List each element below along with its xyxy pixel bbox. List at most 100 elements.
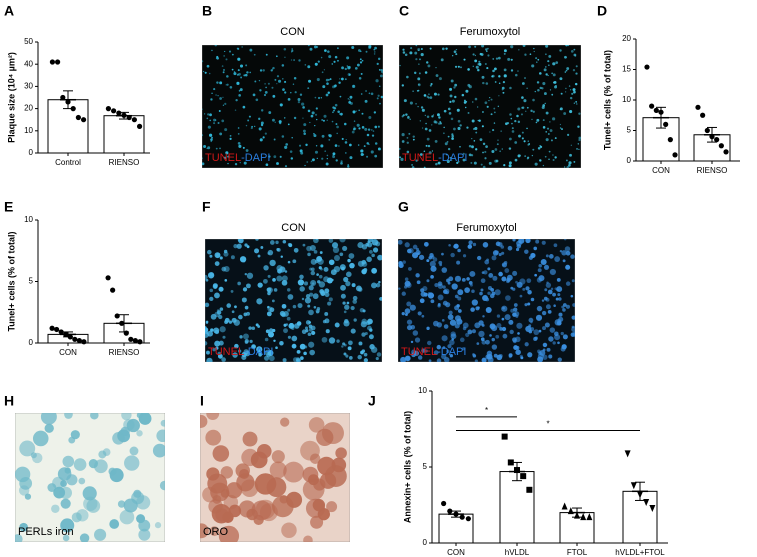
cell [343, 122, 347, 126]
cell [334, 322, 340, 328]
y-tick-label: 10 [622, 95, 631, 104]
cell [428, 129, 432, 132]
cell [412, 135, 415, 138]
cell [222, 71, 225, 74]
micrograph [399, 45, 581, 168]
cell [487, 285, 493, 291]
cell [328, 239, 334, 243]
stain-label: TUNEL-DAPI [401, 346, 466, 358]
cell [138, 519, 151, 532]
cell [544, 288, 548, 292]
cell [202, 157, 203, 160]
cell [400, 157, 404, 161]
cell [291, 137, 293, 139]
cell [47, 483, 57, 492]
cell [406, 150, 410, 154]
cell [269, 259, 276, 267]
cell [272, 118, 275, 122]
cell [439, 263, 443, 267]
cell [291, 51, 293, 53]
cell [443, 324, 449, 329]
cell [342, 301, 346, 305]
cell [563, 112, 567, 115]
cell [348, 253, 355, 259]
cell [503, 261, 508, 265]
cell [361, 113, 364, 115]
cell [336, 339, 340, 343]
cell [274, 121, 276, 123]
cell [310, 114, 314, 118]
cell [562, 259, 566, 263]
cell [434, 140, 438, 143]
cell [559, 249, 563, 253]
cell [427, 64, 431, 68]
data-point [136, 123, 143, 129]
cell [492, 275, 498, 281]
cell [340, 77, 344, 81]
cell [516, 281, 523, 288]
cell [313, 249, 318, 254]
cell [217, 122, 220, 125]
cell [497, 105, 500, 108]
cell [526, 127, 528, 130]
cell [421, 127, 424, 129]
cell [360, 321, 367, 328]
data-point [459, 514, 465, 520]
cell [483, 270, 488, 275]
cell [332, 155, 336, 159]
cell [296, 321, 302, 326]
cell [352, 84, 356, 88]
cell [571, 315, 575, 320]
cell [487, 291, 491, 295]
cell [571, 279, 575, 283]
cell [542, 348, 546, 352]
cell [565, 87, 567, 90]
cell [577, 143, 580, 145]
cell [471, 289, 475, 293]
cell [415, 103, 417, 105]
cell [550, 139, 553, 142]
cell [316, 255, 323, 262]
cell [546, 347, 551, 352]
cell [496, 143, 499, 146]
cell [332, 246, 340, 254]
cell [482, 142, 486, 146]
cell [545, 66, 547, 68]
cell [250, 127, 253, 130]
cell [211, 136, 213, 139]
cell [357, 354, 362, 360]
cell [313, 239, 319, 244]
cell [359, 61, 363, 64]
cell [505, 295, 511, 301]
cell [453, 243, 459, 249]
cell [279, 155, 282, 158]
cell [561, 128, 563, 131]
data-point [672, 152, 678, 158]
cell [226, 303, 232, 308]
cell [473, 140, 476, 142]
cell [341, 66, 344, 70]
cell [409, 51, 413, 55]
cell [440, 58, 444, 62]
cell [402, 114, 405, 117]
cell [502, 81, 506, 84]
stain-label: TUNEL-DAPI [205, 152, 270, 164]
cell [223, 249, 228, 254]
cell [539, 72, 542, 75]
cell [284, 56, 286, 58]
data-point [110, 287, 116, 293]
cell [287, 97, 291, 101]
cell [301, 102, 305, 106]
cell [327, 50, 330, 53]
data-point [501, 433, 508, 440]
cell [428, 93, 430, 96]
cell [423, 94, 427, 97]
cell [329, 78, 332, 81]
cell [237, 48, 240, 50]
cell [450, 159, 453, 162]
cell [565, 91, 567, 93]
cell [236, 243, 242, 249]
cell [424, 114, 427, 117]
cell [425, 122, 427, 125]
